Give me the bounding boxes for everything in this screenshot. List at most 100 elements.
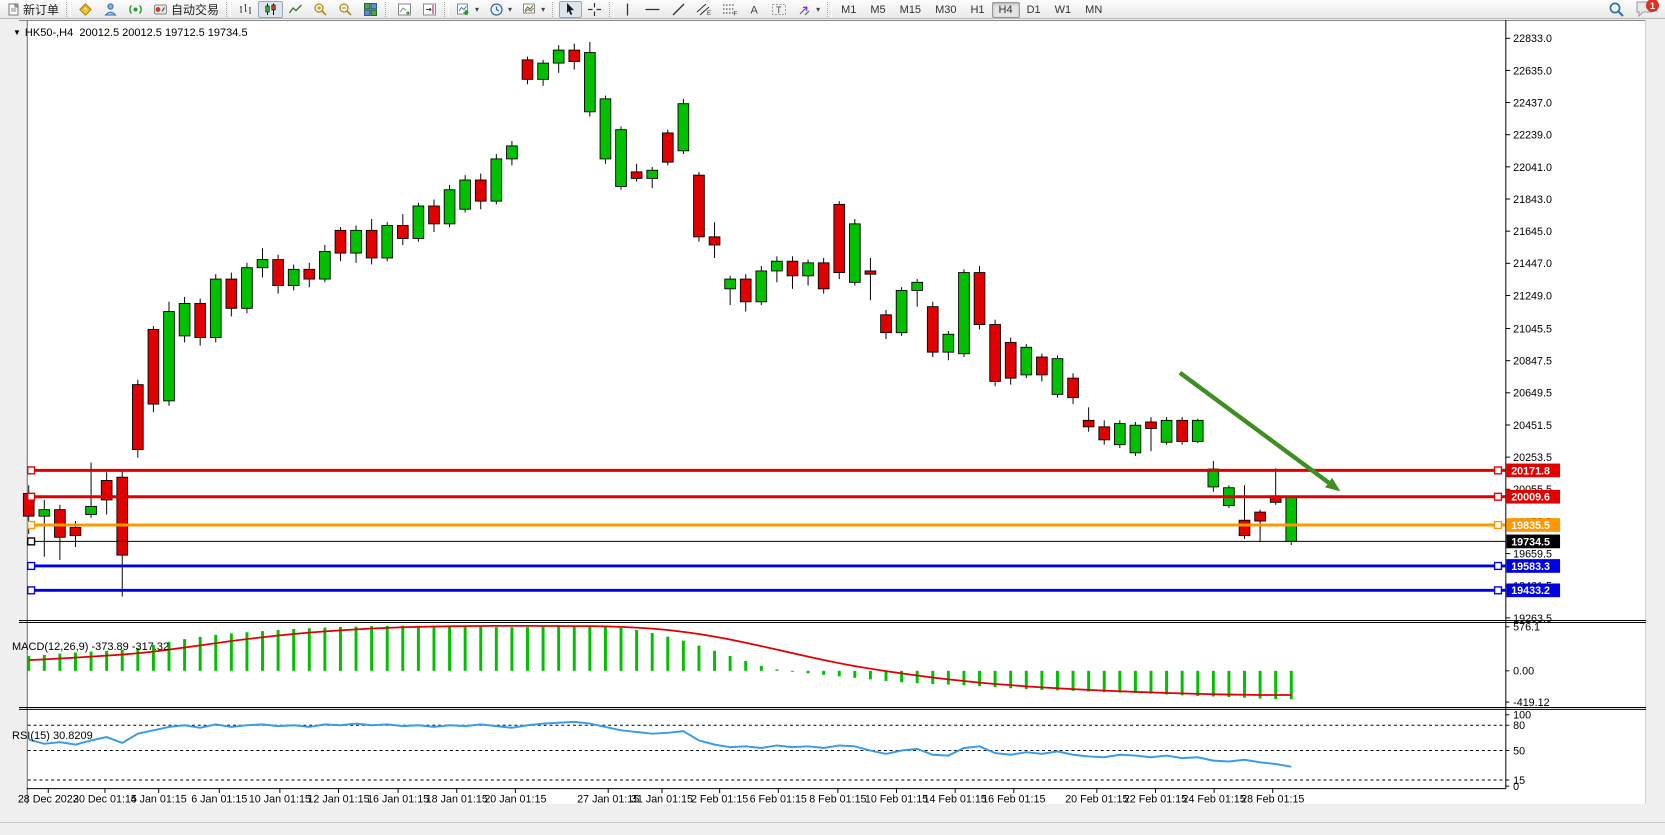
symbol-dropdown-icon[interactable]: ▼ (13, 28, 21, 37)
add-indicator-icon (457, 3, 469, 15)
chart-shift-icon (398, 3, 412, 15)
svg-text:21447.0: 21447.0 (1513, 258, 1552, 270)
trend-arrow-annotation[interactable] (1178, 370, 1341, 492)
toolbar-separator (609, 1, 615, 17)
time-label: 10 Jan 01:15 (249, 794, 311, 806)
notification-badge: 1 (1646, 0, 1659, 12)
candle-25 (412, 205, 425, 239)
chart-title: ▼ HK50-,H4 20012.5 20012.5 19712.5 19734.… (13, 27, 248, 39)
candle-4 (85, 505, 97, 515)
chart-title-ohlc: 20012.5 20012.5 19712.5 19734.5 (79, 27, 248, 39)
horizontal-lines-layer[interactable] (27, 466, 1506, 595)
expert-advisors-button[interactable] (98, 1, 123, 18)
time-label: 27 Jan 01:15 (577, 794, 639, 806)
bar-chart-mode-button[interactable] (233, 1, 258, 18)
text-tool-button[interactable]: A (743, 1, 766, 18)
candle-19 (319, 251, 331, 280)
timeframe-button-w1[interactable]: W1 (1054, 3, 1072, 16)
time-label: 28 Feb 01:15 (1241, 794, 1304, 806)
status-bar (0, 822, 1665, 835)
candle-27 (443, 189, 456, 225)
candle-53 (849, 223, 861, 283)
timeframe-button-h1[interactable]: H1 (970, 3, 985, 16)
vertical-line-tool-button[interactable] (616, 1, 639, 18)
trendline-tool-button[interactable] (666, 1, 691, 18)
new-order-button[interactable]: 新订单 (2, 1, 64, 18)
candle-23 (381, 225, 394, 259)
candle-39 (630, 171, 643, 179)
time-label: 16 Feb 01:15 (982, 794, 1045, 806)
chart-title-symbol: HK50-,H4 (24, 27, 74, 39)
zoom-out-button[interactable] (333, 1, 358, 18)
time-label: 18 Jan 01:15 (426, 794, 488, 806)
chart-shift-button[interactable] (392, 1, 417, 18)
candle-66 (1051, 358, 1064, 395)
candle-28 (459, 179, 471, 210)
arrows-tool-button[interactable]: ▾ (792, 1, 825, 18)
svg-text:19659.5: 19659.5 (1513, 548, 1552, 560)
svg-text:15: 15 (1513, 775, 1525, 787)
tile-windows-button[interactable] (358, 1, 383, 18)
candle-46 (739, 278, 752, 303)
cursor-tool-button[interactable] (559, 0, 583, 18)
candle-32 (521, 59, 534, 80)
timeframe-button-m15[interactable]: M15 (899, 3, 922, 16)
candle-38 (615, 129, 627, 187)
zoom-in-icon (314, 2, 327, 16)
candle-70 (1113, 423, 1126, 446)
candle-37 (599, 98, 612, 160)
price-axis[interactable]: 22833.0 22635.0 22437.0 22239.0 22041.0 21843… (1505, 19, 1561, 790)
candle-51 (817, 262, 830, 290)
candle-6 (116, 476, 129, 556)
zoom-in-button[interactable] (308, 1, 333, 18)
svg-text:576.1: 576.1 (1513, 622, 1540, 634)
line-chart-mode-button[interactable] (283, 1, 308, 18)
time-label: 6 Feb 01:15 (750, 794, 807, 806)
indicators-button[interactable]: ▾ (451, 1, 484, 18)
svg-text:20171.8: 20171.8 (1511, 465, 1550, 477)
candle-48 (771, 260, 783, 272)
main-toolbar: 新订单 自动交易 ▾ ▾ (0, 0, 1665, 19)
autotrading-button[interactable]: 自动交易 (148, 1, 224, 18)
label-tool-button[interactable]: T (766, 1, 792, 18)
svg-text:20009.6: 20009.6 (1511, 492, 1550, 504)
autotrading-label: 自动交易 (171, 2, 220, 17)
candle-73 (1160, 419, 1173, 443)
periods-button[interactable]: ▾ (484, 1, 517, 18)
timeframe-button-m5[interactable]: M5 (870, 3, 886, 16)
timeframe-button-m1[interactable]: M1 (841, 3, 857, 16)
candlestick-mode-button[interactable] (258, 0, 284, 18)
support-line-upper-right-anchor (1493, 561, 1503, 571)
candle-11 (194, 302, 206, 338)
candle-17 (287, 268, 300, 287)
auto-scroll-button[interactable] (417, 1, 442, 18)
channel-tool-button[interactable]: E (691, 1, 717, 18)
horizontal-line-tool-button[interactable] (639, 1, 666, 18)
candle-49 (786, 260, 799, 277)
text-icon: A (751, 4, 759, 16)
svg-text:19433.2: 19433.2 (1511, 585, 1550, 597)
candle-29 (474, 179, 487, 202)
candle-55 (880, 314, 892, 334)
templates-button[interactable]: ▾ (517, 1, 550, 18)
search-icon[interactable] (1608, 1, 1625, 18)
timeframe-button-d1[interactable]: D1 (1026, 3, 1041, 16)
crosshair-tool-button[interactable] (582, 1, 607, 18)
support-line-lower-left-anchor (27, 586, 36, 595)
fibonacci-tool-button[interactable]: F (717, 1, 743, 18)
notifications-button[interactable]: 1 (1635, 0, 1659, 18)
timeframe-button-mn[interactable]: MN (1085, 3, 1103, 16)
candle-60 (958, 272, 970, 355)
signals-button[interactable] (123, 1, 148, 18)
chart-canvas[interactable]: 22833.0 22635.0 22437.0 22239.0 22041.0 21843… (0, 19, 1665, 835)
market-watch-button[interactable] (73, 1, 98, 18)
horizontal-line-icon (645, 8, 660, 10)
candle-15 (256, 259, 269, 269)
timeframe-button-m30[interactable]: M30 (935, 3, 957, 16)
candle-2 (54, 509, 66, 538)
resistance-line-lower-right-anchor (1493, 492, 1503, 501)
timeframe-button-h4[interactable]: H4 (991, 1, 1020, 18)
candle-36 (584, 52, 596, 113)
